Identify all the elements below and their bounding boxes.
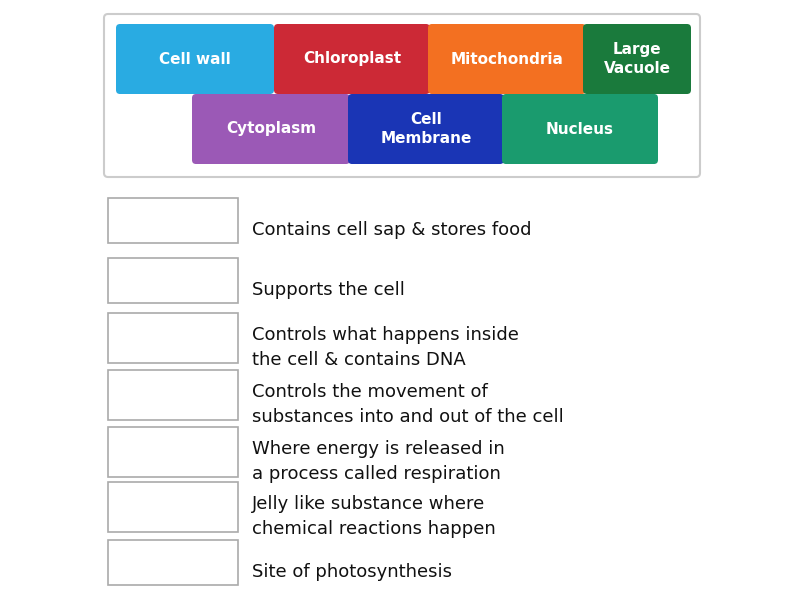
- FancyBboxPatch shape: [108, 540, 238, 585]
- Text: Jelly like substance where
chemical reactions happen: Jelly like substance where chemical reac…: [252, 495, 496, 538]
- Text: Controls what happens inside
the cell & contains DNA: Controls what happens inside the cell & …: [252, 326, 519, 369]
- Text: Mitochondria: Mitochondria: [450, 52, 563, 67]
- FancyBboxPatch shape: [108, 370, 238, 420]
- Text: Site of photosynthesis: Site of photosynthesis: [252, 563, 452, 581]
- Text: Supports the cell: Supports the cell: [252, 281, 405, 299]
- FancyBboxPatch shape: [108, 427, 238, 477]
- FancyBboxPatch shape: [108, 482, 238, 532]
- Text: Large
Vacuole: Large Vacuole: [603, 42, 670, 76]
- FancyBboxPatch shape: [108, 198, 238, 243]
- FancyBboxPatch shape: [274, 24, 430, 94]
- Text: Contains cell sap & stores food: Contains cell sap & stores food: [252, 221, 531, 239]
- FancyBboxPatch shape: [502, 94, 658, 164]
- FancyBboxPatch shape: [192, 94, 350, 164]
- Text: Cell
Membrane: Cell Membrane: [380, 112, 472, 146]
- FancyBboxPatch shape: [108, 258, 238, 303]
- Text: Where energy is released in
a process called respiration: Where energy is released in a process ca…: [252, 440, 505, 483]
- FancyBboxPatch shape: [108, 313, 238, 363]
- FancyBboxPatch shape: [583, 24, 691, 94]
- Text: Nucleus: Nucleus: [546, 121, 614, 136]
- Text: Chloroplast: Chloroplast: [303, 52, 401, 67]
- FancyBboxPatch shape: [348, 94, 504, 164]
- Text: Cytoplasm: Cytoplasm: [226, 121, 316, 136]
- FancyBboxPatch shape: [428, 24, 586, 94]
- FancyBboxPatch shape: [116, 24, 274, 94]
- FancyBboxPatch shape: [104, 14, 700, 177]
- Text: Controls the movement of
substances into and out of the cell: Controls the movement of substances into…: [252, 383, 564, 426]
- Text: Cell wall: Cell wall: [159, 52, 231, 67]
